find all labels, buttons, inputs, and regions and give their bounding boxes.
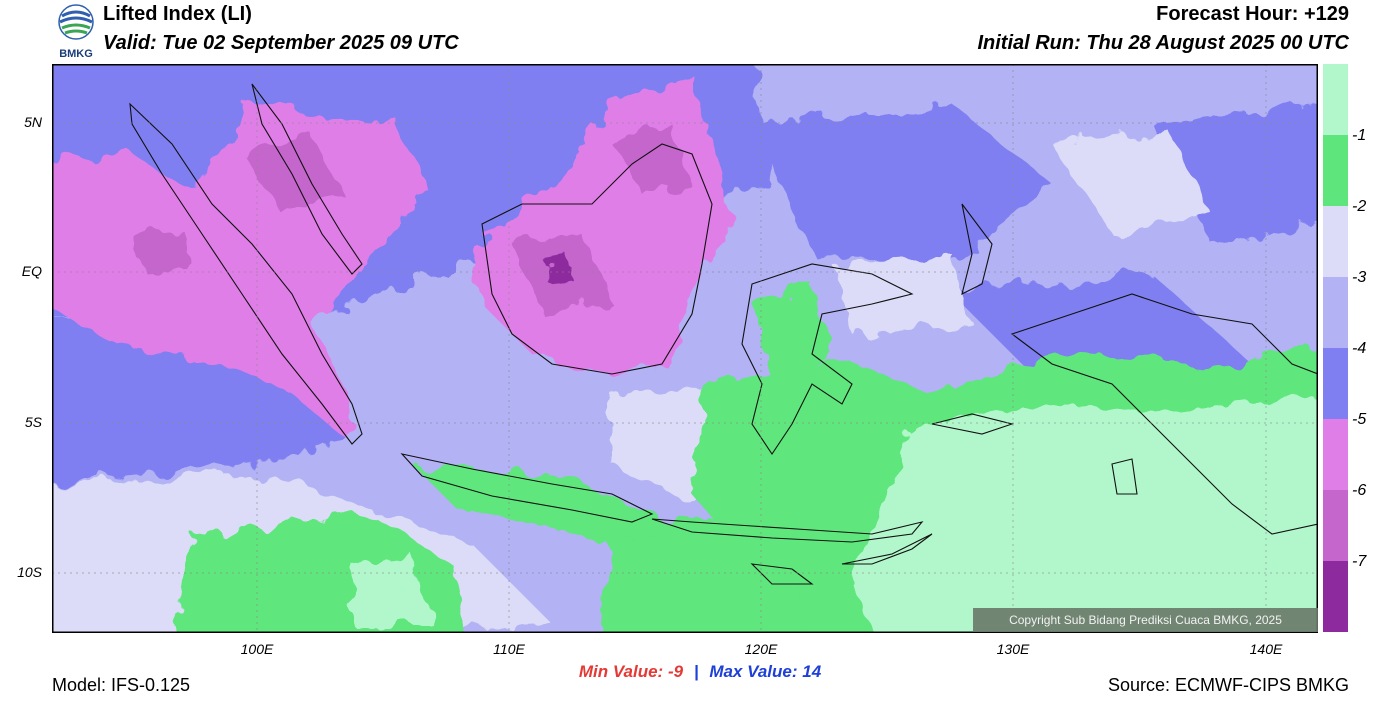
data-source: Source: ECMWF-CIPS BMKG xyxy=(1107,675,1349,695)
lon-label-100e: 100E xyxy=(240,641,274,657)
min-value: -9 xyxy=(667,662,684,681)
colorbar-tick: -1 xyxy=(1352,127,1367,144)
chart-title: Lifted Index (LI) xyxy=(103,3,252,25)
bmkg-logo: BMKG xyxy=(52,2,100,60)
lon-label-120e: 120E xyxy=(744,641,778,657)
lat-label-eq: EQ xyxy=(21,263,42,279)
colorbar-tick: -7 xyxy=(1352,553,1367,570)
max-label: Max Value: xyxy=(709,662,798,681)
colorbar-tick: -5 xyxy=(1352,411,1367,428)
colorbar-tick: -4 xyxy=(1352,340,1367,357)
initial-run: Initial Run: Thu 28 August 2025 00 UTC xyxy=(977,32,1349,54)
forecast-hour: Forecast Hour: +129 xyxy=(1156,3,1349,25)
colorbar-segment-3 xyxy=(1323,277,1348,348)
colorbar-segment-6 xyxy=(1323,490,1348,561)
min-label: Min Value: xyxy=(578,662,664,681)
colorbar-segment-2 xyxy=(1323,206,1348,277)
lifted-index-map xyxy=(52,64,1318,633)
lat-label-10s: 10S xyxy=(17,564,42,580)
copyright-notice: Copyright Sub Bidang Prediksi Cuaca BMKG… xyxy=(973,608,1318,632)
lat-label-5n: 5N xyxy=(24,114,42,130)
valid-time: Valid: Tue 02 September 2025 09 UTC xyxy=(103,32,459,54)
lat-label-5s: 5S xyxy=(24,414,42,430)
colorbar-tick: -6 xyxy=(1352,482,1367,499)
logo-text: BMKG xyxy=(59,48,93,60)
lon-label-140e: 140E xyxy=(1249,641,1283,657)
model-name: Model: IFS-0.125 xyxy=(52,675,191,695)
max-value: 14 xyxy=(802,662,822,681)
colorbar-segment-1 xyxy=(1323,135,1348,206)
colorbar-segment-7 xyxy=(1323,561,1348,632)
min-max-separator: | xyxy=(693,662,699,681)
colorbar-segment-4 xyxy=(1323,348,1348,419)
colorbar-tick: -2 xyxy=(1352,198,1367,215)
colorbar-segment-0 xyxy=(1323,64,1348,135)
lon-label-110e: 110E xyxy=(493,641,525,657)
min-max-readout: Min Value: -9 | Max Value: 14 xyxy=(0,662,1400,682)
colorbar-segment-5 xyxy=(1323,419,1348,490)
colorbar-tick: -3 xyxy=(1352,269,1367,286)
lon-label-130e: 130E xyxy=(996,641,1030,657)
